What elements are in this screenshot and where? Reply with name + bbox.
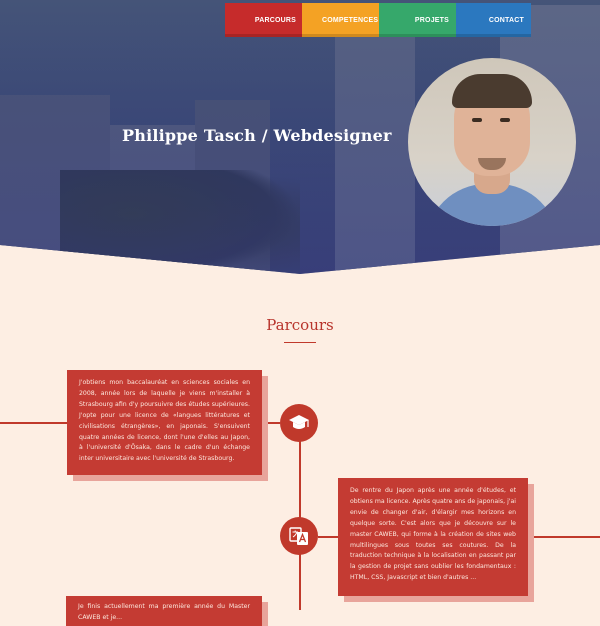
main-nav: PARCOURS COMPETENCES PROJETS CONTACT — [225, 3, 531, 37]
portrait-eye — [472, 118, 482, 122]
timeline-card: J'obtiens mon baccalauréat en sciences s… — [67, 370, 262, 475]
portrait-eye — [500, 118, 510, 122]
nav-projets[interactable]: PROJETS — [379, 3, 456, 37]
timeline-card: De rentre du Japon après une année d'étu… — [338, 478, 528, 596]
hero-title: Philippe Tasch / Webdesigner — [122, 126, 392, 145]
portrait-beard — [478, 158, 506, 170]
building-background — [335, 35, 415, 274]
nav-parcours[interactable]: PARCOURS — [225, 3, 302, 37]
translate-icon — [289, 527, 308, 545]
timeline-card: Je finis actuellement ma première année … — [66, 596, 262, 626]
profile-photo — [408, 58, 576, 226]
section-underline — [284, 342, 316, 343]
graduation-cap-icon — [289, 415, 309, 429]
section-title: Parcours — [266, 316, 334, 334]
timeline-node — [280, 517, 318, 555]
portrait-hair — [452, 74, 532, 108]
nav-contact[interactable]: CONTACT — [456, 3, 531, 37]
nav-competences[interactable]: COMPETENCES — [302, 3, 379, 37]
hero-banner — [0, 0, 600, 274]
timeline-node — [280, 404, 318, 442]
